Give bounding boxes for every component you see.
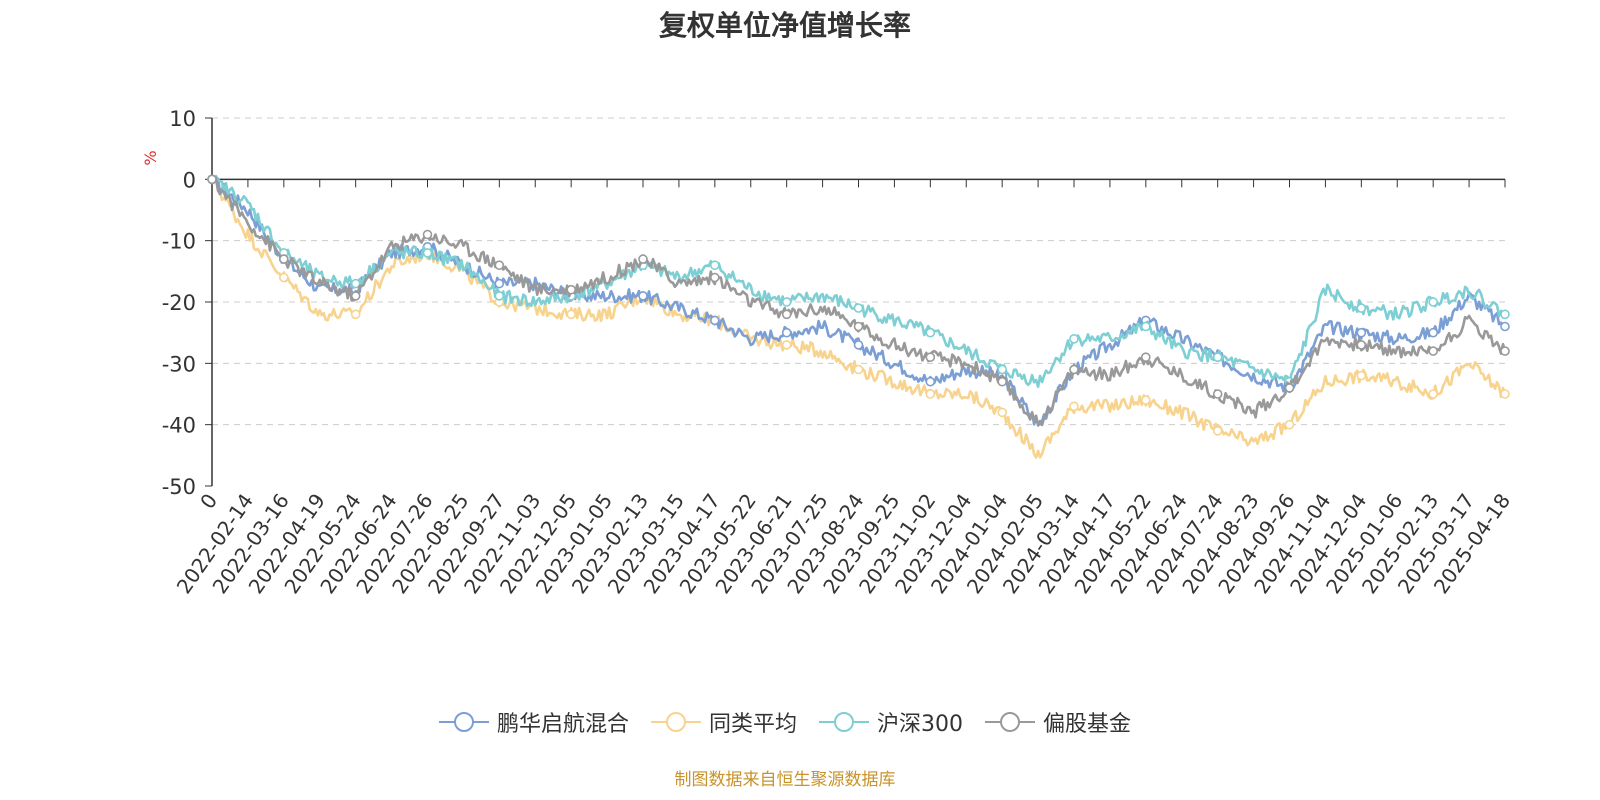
data-point bbox=[925, 352, 936, 363]
data-point bbox=[1069, 364, 1079, 375]
data-point bbox=[1212, 389, 1223, 399]
data-point bbox=[1356, 303, 1367, 313]
data-point bbox=[350, 278, 361, 289]
data-point bbox=[1356, 327, 1367, 338]
y-tick-label: -40 bbox=[162, 414, 196, 438]
data-point bbox=[278, 254, 289, 264]
data-point bbox=[1212, 425, 1223, 436]
data-point bbox=[566, 309, 577, 320]
data-point bbox=[422, 229, 433, 240]
data-point bbox=[709, 315, 720, 326]
data-point bbox=[494, 278, 505, 289]
data-point bbox=[1428, 346, 1438, 356]
legend-item[interactable]: 同类平均 bbox=[650, 706, 797, 738]
legend-label: 偏股基金 bbox=[1043, 712, 1132, 737]
data-point bbox=[207, 174, 217, 185]
data-point bbox=[1500, 309, 1510, 320]
legend-label: 同类平均 bbox=[708, 712, 797, 737]
data-point bbox=[853, 364, 864, 375]
data-point bbox=[709, 272, 720, 283]
data-point bbox=[350, 291, 361, 301]
data-point bbox=[1428, 297, 1438, 307]
data-point bbox=[781, 297, 792, 307]
series-line-0 bbox=[211, 176, 1506, 426]
series-line-3 bbox=[211, 176, 1507, 427]
data-point bbox=[494, 291, 505, 301]
source-note: 制图数据来自恒生聚源数据库 bbox=[674, 770, 896, 790]
data-point bbox=[566, 284, 577, 295]
data-point bbox=[853, 303, 864, 313]
data-point bbox=[1356, 340, 1367, 350]
legend-item[interactable]: 偏股基金 bbox=[985, 706, 1131, 738]
y-tick-label: -30 bbox=[162, 352, 196, 376]
legend-marker-icon bbox=[438, 712, 489, 732]
data-point bbox=[350, 309, 361, 320]
data-point bbox=[709, 260, 720, 271]
data-point bbox=[1356, 370, 1367, 381]
data-point bbox=[278, 272, 289, 283]
data-point bbox=[1284, 419, 1295, 430]
y-tick-label: 10 bbox=[169, 107, 196, 131]
series-line-1 bbox=[210, 178, 1507, 459]
data-point bbox=[1069, 401, 1079, 412]
grid-lines bbox=[212, 117, 1505, 426]
legend-marker-icon bbox=[819, 712, 869, 732]
line-chart: 100-10-20-30-40-50%02022-02-142022-03-16… bbox=[141, 107, 1515, 598]
data-point bbox=[1141, 321, 1151, 332]
legend-item[interactable]: 鹏华启航混合 bbox=[438, 706, 629, 738]
legend-marker-icon bbox=[650, 712, 701, 732]
data-point bbox=[1284, 383, 1295, 393]
legend-marker-icon bbox=[985, 712, 1035, 732]
data-point bbox=[853, 321, 864, 332]
data-point bbox=[1500, 321, 1510, 332]
x-tick-label: 0 bbox=[195, 489, 222, 513]
data-point bbox=[1069, 333, 1079, 344]
data-point bbox=[1500, 346, 1510, 356]
legend: 鹏华启航混合 同类平均 沪深300 偏股基金 bbox=[0, 706, 1570, 738]
data-point bbox=[925, 327, 936, 338]
y-tick-label: -20 bbox=[162, 291, 196, 315]
data-point bbox=[638, 254, 648, 264]
chart-title: 复权单位净值增长率 bbox=[658, 9, 911, 42]
data-point bbox=[925, 376, 936, 387]
data-point bbox=[1141, 352, 1151, 363]
data-point bbox=[494, 260, 505, 271]
legend-label: 沪深300 bbox=[877, 712, 963, 737]
y-tick-label: 0 bbox=[183, 168, 196, 192]
data-point bbox=[853, 340, 864, 350]
data-point bbox=[997, 407, 1008, 418]
data-point bbox=[781, 340, 792, 350]
data-point bbox=[925, 389, 936, 399]
data-point bbox=[1212, 352, 1223, 363]
data-point bbox=[1500, 389, 1510, 399]
data-point bbox=[1141, 395, 1151, 405]
legend-label: 鹏华启航混合 bbox=[496, 712, 629, 737]
data-point bbox=[997, 364, 1008, 375]
data-point bbox=[781, 309, 792, 320]
data-point bbox=[638, 291, 648, 301]
series-lines bbox=[207, 174, 1510, 459]
y-tick-label: -50 bbox=[162, 475, 196, 499]
data-point bbox=[422, 248, 433, 258]
data-point bbox=[1428, 327, 1438, 338]
data-point bbox=[1428, 389, 1438, 399]
axis-labels: 100-10-20-30-40-50%02022-02-142022-03-16… bbox=[141, 107, 1515, 598]
data-point bbox=[997, 376, 1008, 387]
y-axis-unit: % bbox=[141, 150, 160, 165]
data-point bbox=[781, 327, 792, 338]
y-tick-label: -10 bbox=[162, 230, 196, 254]
legend-item[interactable]: 沪深300 bbox=[819, 706, 963, 738]
